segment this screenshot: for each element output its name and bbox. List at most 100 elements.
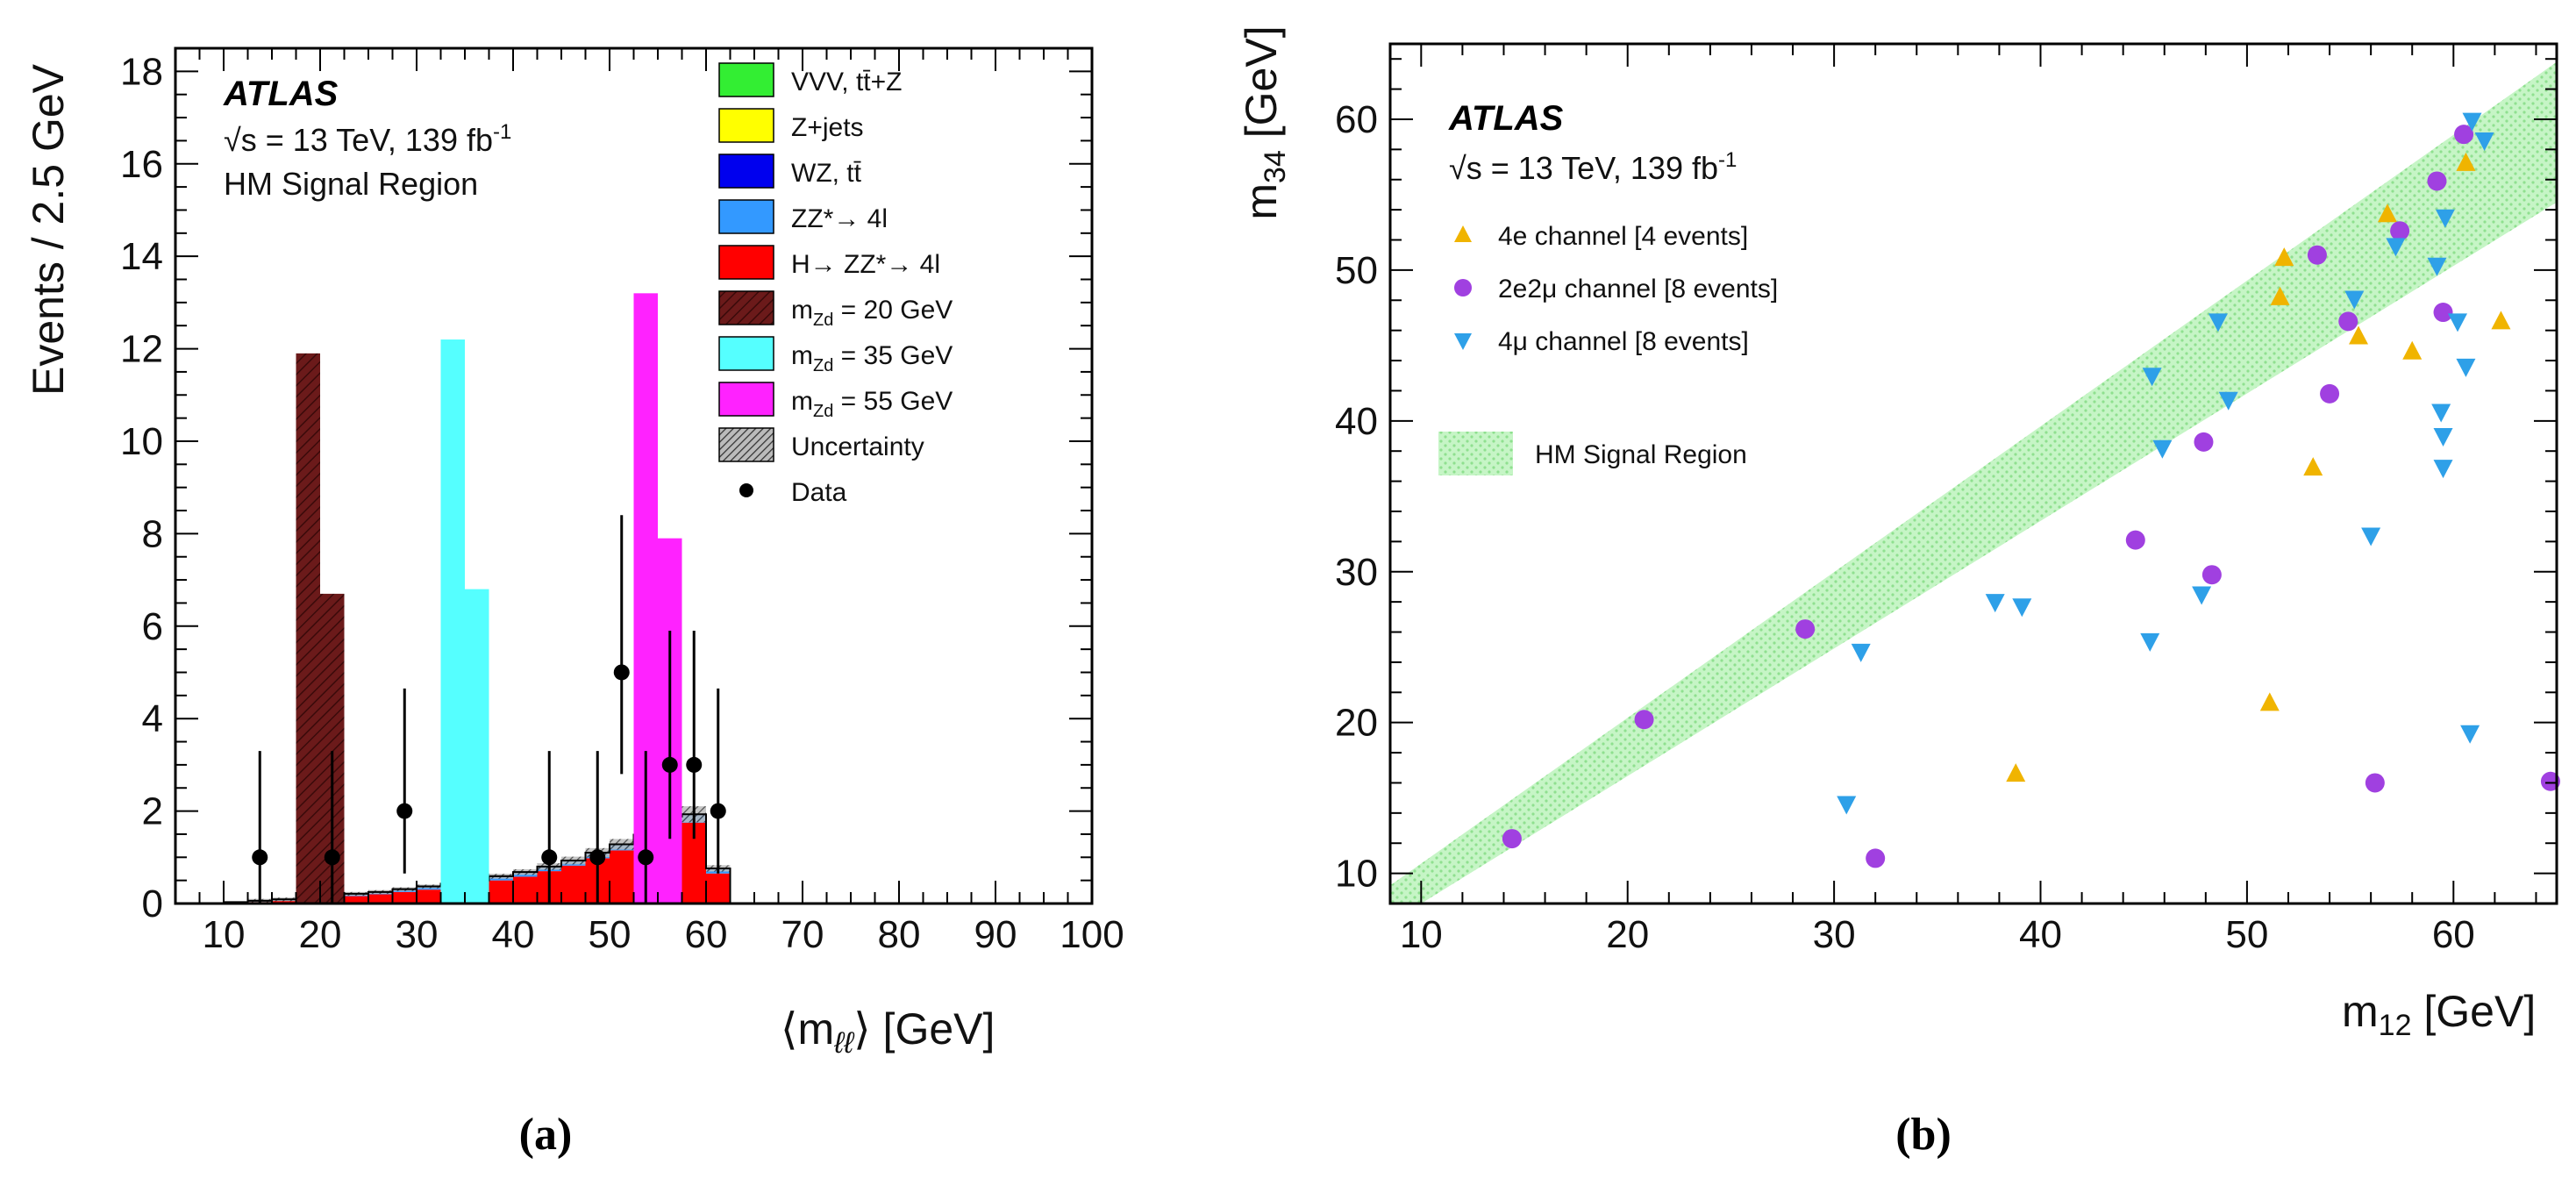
a-stack-bar-0-20 xyxy=(706,873,731,904)
b-point-s2-16 xyxy=(2433,460,2453,479)
b-atlas-label: ATLAS xyxy=(1448,99,1564,138)
a-atlas-label: ATLAS xyxy=(223,75,339,113)
a-legend: VVV, tt̄+Z Z+jets WZ, tt̄ ZZ*→ 4l H→ ZZ*→ 4l… xyxy=(718,62,953,507)
a-stack-bar-0-8 xyxy=(417,889,441,904)
b-point-s2-3 xyxy=(2012,598,2032,618)
a-legend-swatch-1 xyxy=(718,108,774,143)
b-point-s0-3 xyxy=(2349,325,2369,345)
b-point-s0-6 xyxy=(2270,286,2290,305)
b-point-s2-12 xyxy=(2386,238,2406,257)
a-y-tick-label: 12 xyxy=(120,328,163,371)
a-stack-bar-0-16 xyxy=(610,850,634,904)
a-legend-swatch-9 xyxy=(739,483,753,497)
b-y-tick-label: 20 xyxy=(1335,702,1378,745)
a-y-tick-label: 8 xyxy=(142,512,163,555)
b-signal-region-band xyxy=(1390,61,2557,904)
a-legend-label-6: mZd = 35 GeV xyxy=(791,341,953,375)
b-legend-label-0: 4e channel [4 events] xyxy=(1498,222,1748,251)
b-point-s1-7 xyxy=(2307,245,2327,265)
a-legend-swatch-4 xyxy=(718,245,774,280)
b-point-s2-19 xyxy=(2456,358,2476,377)
b-point-s0-2 xyxy=(2303,457,2323,476)
b-legend-band-swatch xyxy=(1438,432,1513,475)
b-point-s1-14 xyxy=(2454,125,2474,145)
b-point-s2-22 xyxy=(2474,132,2494,152)
b-point-s1-9 xyxy=(2338,311,2358,332)
a-stack-bar-0-5 xyxy=(344,896,368,904)
a-legend-label-1: Z+jets xyxy=(791,113,864,142)
b-point-s0-5 xyxy=(2491,311,2511,330)
b-point-s1-10 xyxy=(2365,773,2385,793)
b-x-tick-label: 50 xyxy=(2225,913,2268,956)
a-legend-swatch-3 xyxy=(718,199,774,234)
b-point-s1-12 xyxy=(2427,171,2447,191)
b-frame-layer: 10 20 30 40 50 60 10 20 30 40 50 60 xyxy=(1335,42,2558,956)
b-point-s0-8 xyxy=(2377,204,2397,223)
a-x-tick-label: 80 xyxy=(878,913,921,956)
a-legend-label-5: mZd = 20 GeV xyxy=(791,296,953,330)
b-band-layer xyxy=(1390,61,2557,904)
a-data-point-5 xyxy=(613,664,630,681)
b-point-s2-14 xyxy=(2431,404,2451,423)
a-data-point-9 xyxy=(710,803,726,819)
b-point-s2-15 xyxy=(2433,428,2453,447)
a-y-tick-label: 0 xyxy=(142,882,163,925)
a-legend-label-9: Data xyxy=(791,478,847,507)
a-bars-layer xyxy=(223,293,731,904)
b-plot-frame xyxy=(1388,42,2558,905)
b-point-s2-8 xyxy=(2208,313,2228,332)
b-point-s0-0 xyxy=(2006,763,2026,782)
a-data-point-6 xyxy=(638,849,654,866)
b-point-s2-4 xyxy=(2140,632,2160,652)
b-point-s2-0 xyxy=(1837,796,1857,815)
b-point-s1-4 xyxy=(2125,530,2145,550)
a-legend-label-8: Uncertainty xyxy=(791,432,924,461)
b-point-s2-5 xyxy=(2142,368,2162,387)
b-legend-label-1: 2e2μ channel [8 events] xyxy=(1498,275,1778,304)
a-info-line-1: √s = 13 TeV, 139 fb-1 xyxy=(224,120,511,158)
a-x-tick-label: 10 xyxy=(203,913,246,956)
a-y-tick-label: 18 xyxy=(120,50,163,93)
a-legend-label-7: mZd = 55 GeV xyxy=(791,387,953,421)
a-x-tick-label: 60 xyxy=(685,913,728,956)
a-stack-bar-0-12 xyxy=(513,876,538,904)
b-text-layer: ATLAS √s = 13 TeV, 139 fb-1 m34 [GeV] m1… xyxy=(1237,25,2536,1042)
b-point-s2-17 xyxy=(2435,209,2455,228)
b-point-s2-1 xyxy=(1851,643,1871,662)
a-frame-layer: 10 20 30 40 50 60 70 80 90 100 0 2 4 6 8 10 12 14 16 18 xyxy=(120,46,1124,956)
b-point-s0-9 xyxy=(2456,152,2476,171)
b-y-tick-label: 50 xyxy=(1335,249,1378,292)
b-y-tick-label: 30 xyxy=(1335,551,1378,594)
a-signal-bar-1-0 xyxy=(440,339,465,904)
a-y-tick-label: 10 xyxy=(120,420,163,463)
a-data-point-3 xyxy=(541,849,558,866)
b-y-tick-label: 10 xyxy=(1335,853,1378,896)
a-legend-swatch-8 xyxy=(718,427,774,462)
b-point-s2-18 xyxy=(2448,313,2468,332)
a-signal-bar-0-0 xyxy=(296,353,320,904)
b-point-s1-13 xyxy=(2433,303,2453,323)
b-x-tick-label: 40 xyxy=(2019,913,2062,956)
a-legend-label-4: H→ ZZ*→ 4l xyxy=(791,250,940,279)
caption-a: (a) xyxy=(519,1110,573,1160)
b-point-s2-13 xyxy=(2427,257,2447,276)
b-points-layer xyxy=(1502,112,2560,868)
a-stack-bar-0-2 xyxy=(272,900,296,904)
b-point-s2-6 xyxy=(2152,439,2173,459)
b-x-tick-label: 30 xyxy=(1813,913,1856,956)
caption-b: (b) xyxy=(1895,1110,1952,1160)
b-point-s1-0 xyxy=(1502,829,1522,849)
b-point-s2-11 xyxy=(2361,527,2381,546)
b-point-s2-2 xyxy=(1985,594,2005,613)
b-y-axis-label: m34 [GeV] xyxy=(1237,25,1292,219)
b-legend-marker-2 xyxy=(1454,333,1472,350)
b-legend-marker-1 xyxy=(1454,279,1472,296)
a-stack-bar-0-14 xyxy=(561,865,586,904)
b-point-s0-7 xyxy=(2274,247,2294,267)
a-legend-swatch-5 xyxy=(718,290,774,325)
a-y-tick-label: 16 xyxy=(120,143,163,186)
a-legend-label-0: VVV, tt̄+Z xyxy=(791,68,902,96)
a-legend-label-3: ZZ*→ 4l xyxy=(791,204,888,233)
a-stack-bar-0-7 xyxy=(392,891,417,904)
